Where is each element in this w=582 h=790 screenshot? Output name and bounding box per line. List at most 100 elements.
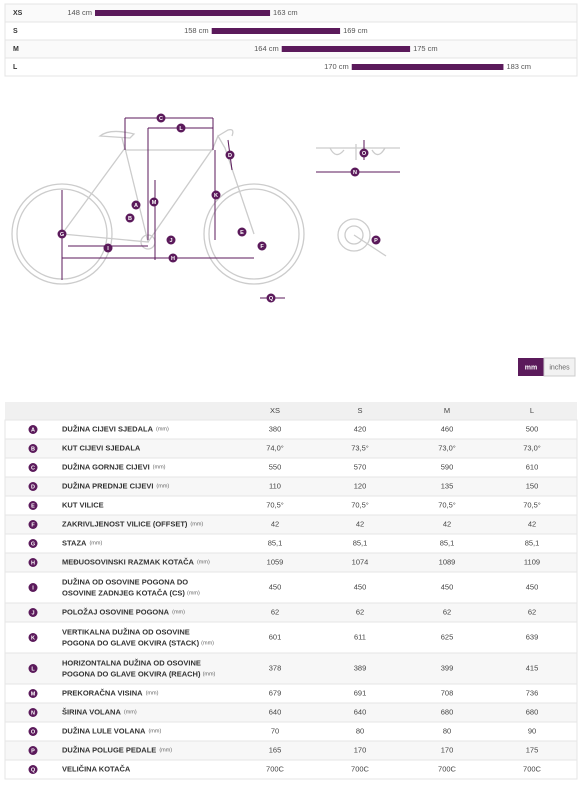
toggle-label[interactable]: inches — [549, 364, 570, 371]
row-value: 550 — [269, 462, 282, 471]
dimension-letter: I — [107, 246, 109, 252]
toggle-label[interactable]: mm — [525, 364, 537, 371]
row-unit: (mm) — [201, 641, 214, 647]
row-value: 62 — [356, 607, 364, 616]
row-name: DUŽINA PREDNJE CIJEVI (mm) — [62, 481, 169, 490]
column-header: XS — [270, 406, 280, 415]
row-value: 70 — [271, 726, 279, 735]
toggle-mm[interactable] — [518, 358, 544, 376]
row-unit: (mm) — [89, 541, 102, 547]
dimension-marker — [211, 190, 221, 200]
dimension-letter: L — [179, 126, 183, 132]
row-name: VELIČINA KOTAČA — [62, 764, 131, 773]
row-value: 415 — [526, 663, 539, 672]
row-value: 450 — [269, 582, 282, 591]
row-value: 85,1 — [353, 538, 368, 547]
row-value: 736 — [526, 688, 539, 697]
column-header: L — [530, 406, 534, 415]
row-value: 70,5° — [266, 500, 284, 509]
row-value: 639 — [526, 632, 539, 641]
range-min: 148 cm — [67, 8, 92, 17]
dimension-letter: E — [240, 230, 244, 236]
dimension-marker — [176, 123, 186, 133]
row-value: 700C — [266, 764, 285, 773]
range-max: 163 cm — [273, 8, 298, 17]
row-name-line: POGONA DO GLAVE OKVIRA (REACH) — [62, 669, 203, 678]
dimension-letter: P — [374, 238, 378, 244]
dimension-marker — [156, 113, 166, 123]
row-value: 640 — [354, 707, 367, 716]
row-letter: P — [31, 748, 35, 754]
row-letter: N — [31, 710, 35, 716]
row-marker — [28, 520, 38, 529]
row-value: 1109 — [524, 557, 540, 566]
row-value: 170 — [441, 745, 454, 754]
range-bar — [95, 10, 271, 16]
dimension-letter: K — [214, 193, 218, 199]
dimension-marker — [166, 235, 176, 245]
row-value: 700C — [351, 764, 370, 773]
row-name: MEĐUOSOVINSKI RAZMAK KOTAČA (mm) — [62, 557, 210, 566]
toggle-inches[interactable] — [543, 357, 576, 377]
size-label: S — [13, 28, 18, 35]
row-value: 380 — [269, 424, 282, 433]
row-value: 691 — [354, 688, 367, 697]
row-value: 640 — [269, 707, 282, 716]
row-name: KUT VILICE — [62, 500, 104, 509]
row-name-line: OSOVINE ZADNJEG KOTAČA (CS) — [62, 588, 187, 597]
row-value: 74,0° — [266, 443, 284, 452]
row-name-line: POGONA DO GLAVE OKVIRA (STACK) — [62, 638, 201, 647]
row-name: DUŽINA CIJEVI SJEDALA (mm) — [62, 424, 169, 433]
range-bar — [281, 46, 411, 52]
row-name: DUŽINA GORNJE CIJEVI (mm) — [62, 462, 166, 471]
dimension-letter: B — [128, 216, 132, 222]
row-name: ŠIRINA VOLANA (mm) — [62, 707, 137, 716]
row-letter: E — [31, 503, 35, 509]
row-value: 85,1 — [440, 538, 455, 547]
dimension-letter: A — [134, 203, 138, 209]
range-max: 169 cm — [343, 26, 368, 35]
row-letter: I — [32, 585, 34, 591]
row-letter: A — [31, 427, 35, 433]
dimension-letter: N — [353, 170, 357, 176]
row-unit: (mm) — [153, 465, 166, 471]
dimension-lines — [61, 117, 400, 299]
row-unit: (mm) — [159, 748, 172, 754]
dimension-letter: O — [362, 151, 367, 157]
row-value: 90 — [528, 726, 536, 735]
row-value: 700C — [438, 764, 457, 773]
row-unit: (mm) — [190, 522, 203, 528]
dimension-marker — [266, 293, 276, 303]
size-row — [4, 57, 578, 77]
row-value: 73,5° — [351, 443, 369, 452]
row-value: 1089 — [439, 557, 456, 566]
row-name: DUŽINA LULE VOLANA (mm) — [62, 726, 161, 735]
column-header: M — [444, 406, 450, 415]
row-value: 120 — [354, 481, 367, 490]
row-value: 62 — [528, 607, 536, 616]
row-value: 150 — [526, 481, 539, 490]
row-letter: G — [31, 541, 35, 547]
dimension-marker — [237, 227, 247, 237]
row-value: 70,5° — [438, 500, 456, 509]
row-marker — [28, 708, 38, 717]
row-unit: (mm) — [203, 672, 216, 678]
range-bar — [211, 28, 341, 34]
row-name-line: HORIZONTALNA DUŽINA OD OSOVINE — [62, 658, 201, 667]
dimension-letter: M — [152, 200, 157, 206]
row-value: 450 — [354, 582, 367, 591]
dimension-marker — [57, 229, 67, 239]
row-marker — [28, 689, 38, 698]
row-value: 570 — [354, 462, 367, 471]
row-marker — [28, 633, 38, 642]
row-marker — [28, 727, 38, 736]
range-min: 158 cm — [184, 26, 209, 35]
range-bar — [351, 64, 504, 70]
row-letter: L — [31, 666, 35, 672]
row-letter: M — [31, 691, 36, 697]
row-value: 73,0° — [438, 443, 456, 452]
dimension-marker — [125, 213, 135, 223]
dimension-marker — [350, 167, 360, 177]
dimension-letter: F — [260, 244, 264, 250]
